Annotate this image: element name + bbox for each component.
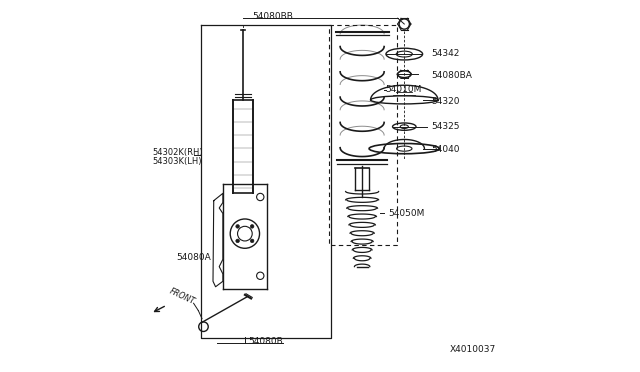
Text: 54080B: 54080B	[248, 337, 284, 346]
Text: 54303K(LH): 54303K(LH)	[152, 157, 202, 166]
Text: 54080BB: 54080BB	[252, 12, 293, 21]
Text: 54010M: 54010M	[385, 86, 422, 94]
Circle shape	[236, 225, 239, 228]
Text: FRONT: FRONT	[168, 286, 196, 306]
Text: 54320: 54320	[432, 97, 460, 106]
Text: 54080A: 54080A	[177, 253, 211, 262]
Text: 54050M: 54050M	[388, 209, 424, 218]
Text: 54302K(RH): 54302K(RH)	[152, 148, 203, 157]
Text: 54342: 54342	[432, 49, 460, 58]
Text: 54325: 54325	[432, 122, 460, 131]
Text: X4010037: X4010037	[450, 345, 496, 354]
Text: 54080BA: 54080BA	[432, 71, 473, 80]
Circle shape	[250, 239, 254, 243]
Circle shape	[250, 225, 254, 228]
Circle shape	[236, 239, 239, 243]
Text: 54040: 54040	[432, 145, 460, 154]
